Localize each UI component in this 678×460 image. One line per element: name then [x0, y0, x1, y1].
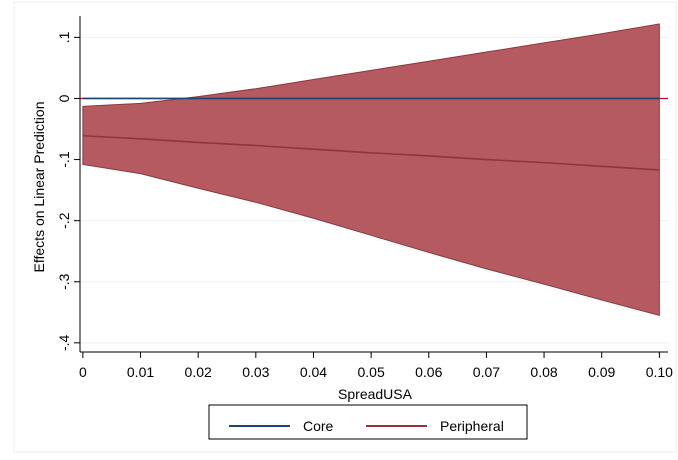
x-tick-label-3: 0.03 — [242, 364, 269, 380]
x-tick-label-10: 0.10 — [646, 364, 673, 380]
x-tick-label-8: 0.08 — [530, 364, 557, 380]
x-tick-label-0: 0 — [79, 364, 87, 380]
ci-bands — [82, 23, 660, 316]
x-tick-label-4: 0.04 — [300, 364, 327, 380]
y-tick-label-3: -.2 — [56, 212, 72, 229]
y-tick-label-4: -.3 — [56, 273, 72, 290]
legend: Core Peripheral — [208, 404, 528, 440]
y-tick-label-1: 0 — [56, 94, 72, 102]
x-tick-label-7: 0.07 — [473, 364, 500, 380]
x-tick-label-2: 0.02 — [185, 364, 212, 380]
y-tick-label-2: -.1 — [56, 151, 72, 168]
peripheral-ci-band — [82, 23, 660, 316]
series-line-peripheral — [82, 134, 660, 171]
x-tick-label-9: 0.09 — [588, 364, 615, 380]
x-axis-title: SpreadUSA — [338, 386, 413, 402]
x-tick-label-6: 0.06 — [415, 364, 442, 380]
series-lines — [80, 97, 668, 171]
y-axis-title: Effects on Linear Prediction — [31, 102, 47, 273]
axes: .1 0 -.1 -.2 -.3 -.4 0 0.01 0.02 0.03 0.04 0.05 0.06… — [56, 16, 673, 380]
legend-peripheral-label: Peripheral — [440, 418, 504, 434]
legend-box — [208, 404, 528, 440]
x-tick-label-1: 0.01 — [127, 364, 154, 380]
y-tick-label-0: .1 — [56, 31, 72, 43]
legend-core-label: Core — [303, 418, 334, 434]
y-tick-label-5: -.4 — [56, 334, 72, 351]
x-tick-label-5: 0.05 — [357, 364, 384, 380]
